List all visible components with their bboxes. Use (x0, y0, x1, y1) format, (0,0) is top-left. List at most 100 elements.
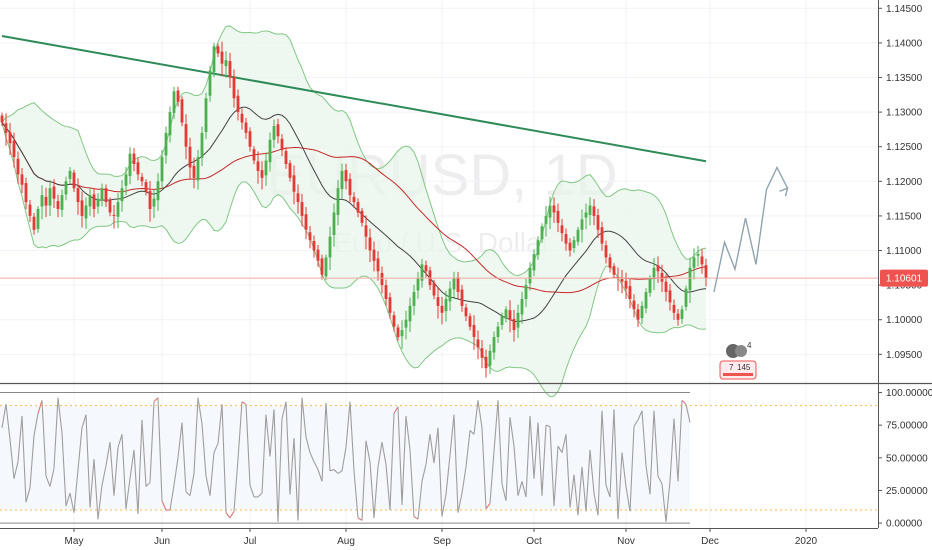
candle-body (704, 265, 708, 279)
candle-body (172, 91, 176, 113)
oscillator-segment (501, 483, 507, 502)
oscillator-segment (397, 406, 403, 505)
oscillator-segment (437, 427, 443, 517)
candle-body (348, 178, 352, 196)
candle-body (60, 195, 64, 210)
oscillator-segment (309, 452, 315, 462)
candle-body (104, 188, 108, 203)
oscillator-segment (665, 481, 671, 522)
candle-body (168, 112, 172, 136)
time-tick-label: Oct (526, 536, 542, 547)
candle-body (140, 176, 144, 182)
candle-body (488, 350, 492, 366)
oscillator-segment (117, 434, 123, 448)
oscillator-segment (145, 482, 151, 487)
oscillator-axis[interactable]: 100.00000 75.00000 50.00000 25.00000 0.00000 (878, 388, 932, 530)
candle-body (680, 309, 684, 319)
bollinger-lower-line (1, 122, 707, 398)
oscillator-segment (581, 466, 587, 512)
oscillator-segment (109, 442, 115, 496)
oscillator-segment (129, 449, 135, 479)
oscillator-segment (293, 438, 299, 521)
candle-body (668, 290, 672, 303)
candle-body (84, 205, 88, 219)
oscillator-segment (597, 410, 603, 516)
candle-body (660, 272, 664, 282)
candle-body (284, 151, 288, 165)
candle-body (136, 162, 140, 175)
oscillator-segment (49, 468, 55, 487)
oscillator-segment (37, 400, 43, 414)
candle-body (676, 313, 680, 320)
candle-body (528, 267, 532, 284)
time-axis[interactable]: May Jun Jul Aug Sep Oct Nov Dec 2020 (65, 528, 818, 547)
candle-body (448, 288, 452, 302)
candle-body (36, 208, 40, 229)
oscillator-segment (469, 429, 475, 435)
time-tick-label: Dec (701, 536, 719, 547)
candle-body (456, 277, 460, 293)
oscillator-segment (561, 434, 567, 453)
candle-body (460, 289, 464, 306)
oscillator-segment (365, 440, 371, 462)
price-tick-label: 1.14500 (886, 4, 923, 15)
candle-body (580, 219, 584, 230)
candle-body (384, 285, 388, 299)
oscillator-segment (421, 464, 427, 482)
oscillator-segment (5, 404, 11, 440)
oscillator-segment (157, 397, 163, 501)
candle-body (52, 186, 56, 199)
candle-body (464, 307, 468, 317)
candle-body (120, 188, 124, 202)
candle-body (336, 188, 340, 215)
oscillator-segment (261, 414, 267, 494)
oscillator-segment (493, 400, 499, 452)
oscillator-segment (637, 410, 643, 421)
dividends-icon[interactable] (735, 345, 747, 357)
oscillator-segment (269, 409, 275, 457)
oscillator-segment (525, 416, 531, 497)
oscillator-segment (517, 481, 523, 496)
candle-body (672, 304, 676, 313)
time-tick-label: 2020 (795, 536, 818, 547)
oscillator-segment (485, 503, 491, 510)
oscillator-segment (77, 427, 83, 470)
candle-body (28, 204, 32, 216)
time-tick-label: Aug (337, 536, 355, 547)
oscillator-segment (585, 449, 591, 512)
oscillator-segment (81, 414, 87, 428)
oscillator-segment (349, 401, 355, 471)
bollinger-band-fill (2, 26, 706, 397)
price-tick-label: 1.09500 (886, 350, 923, 361)
oscillator-segment (405, 415, 411, 451)
oscillator-segment (385, 464, 391, 511)
candle-body (96, 198, 100, 207)
oscillator-segment (341, 447, 347, 471)
candle-body (492, 337, 496, 353)
candle-body (156, 181, 160, 201)
candle-body (504, 309, 508, 319)
candle-body (184, 124, 188, 147)
oscillator-segment (29, 435, 35, 488)
candle-body (412, 292, 416, 306)
bollinger-upper-line (1, 25, 707, 277)
candle-body (160, 157, 164, 182)
oscillator-segment (25, 487, 31, 503)
oscillator-segment (369, 461, 375, 518)
candle-body (608, 257, 612, 268)
candle-body (532, 253, 536, 271)
oscillator-segment (181, 422, 187, 492)
oscillator-segment (85, 414, 91, 508)
event-markers[interactable]: 4 7 145 (719, 341, 757, 380)
candle-body (320, 258, 324, 275)
price-tick-label: 1.11500 (886, 211, 922, 222)
candle-body (596, 215, 600, 230)
oscillator-segment (549, 426, 555, 507)
candle-body (4, 123, 8, 133)
oscillator-segment (465, 430, 471, 468)
candle-body (148, 190, 152, 209)
oscillator-segment (617, 452, 623, 520)
candle-body (508, 310, 512, 320)
oscillator-pane[interactable] (0, 392, 878, 524)
